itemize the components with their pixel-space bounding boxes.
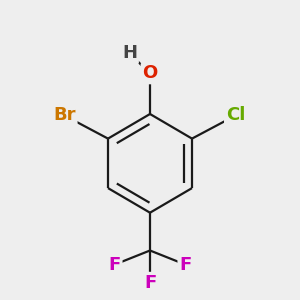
Text: Cl: Cl [226,106,245,124]
Text: Br: Br [53,106,76,124]
Text: F: F [179,256,191,274]
Text: H: H [122,44,137,62]
Text: F: F [144,274,156,292]
Text: O: O [142,64,158,82]
Text: F: F [109,256,121,274]
